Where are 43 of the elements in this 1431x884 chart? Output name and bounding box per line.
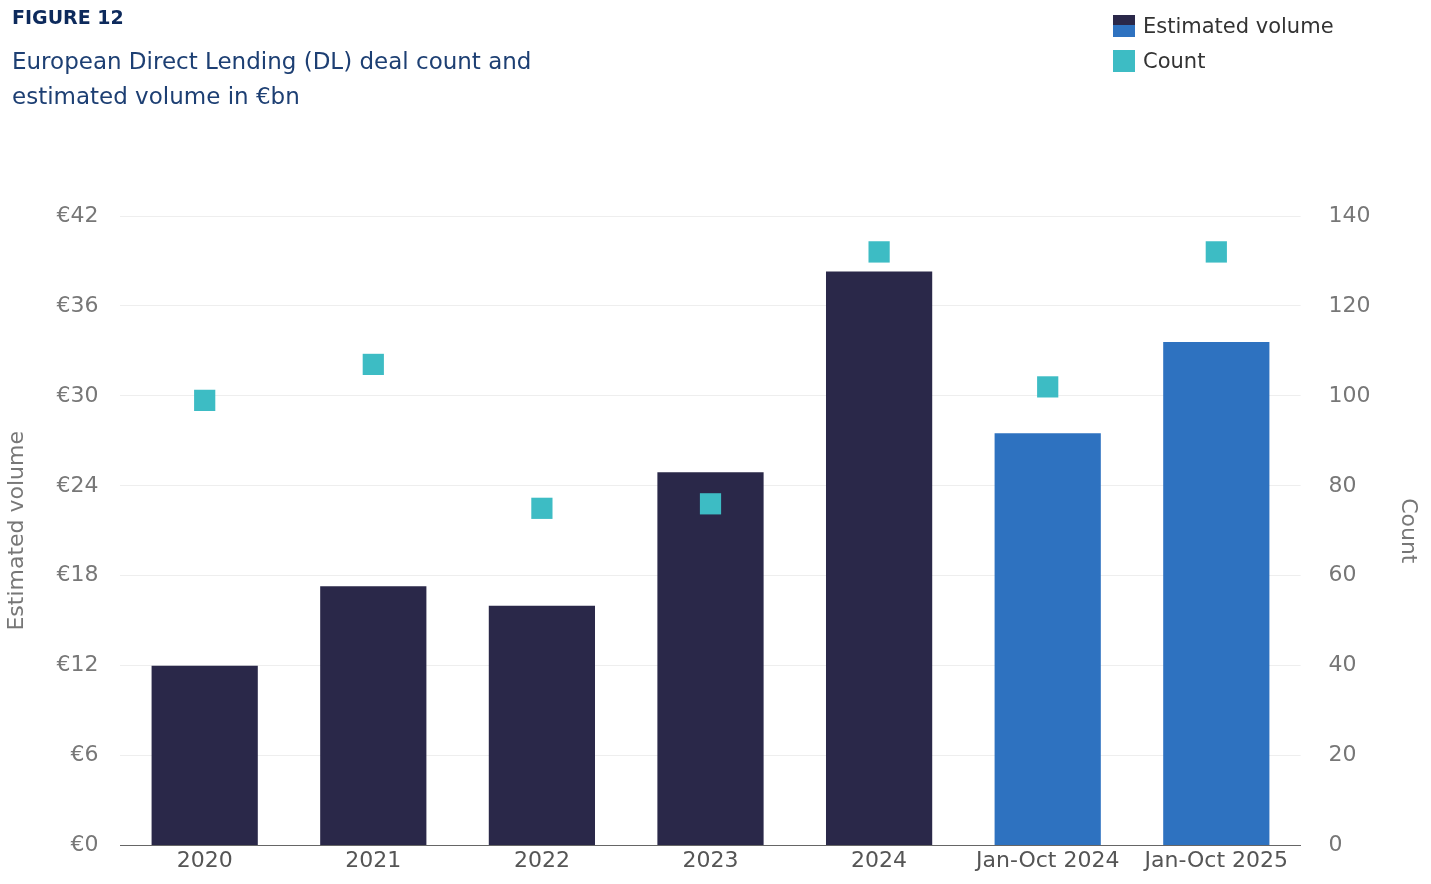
x-tick-label: 2021	[345, 846, 402, 872]
y-tick-label: €42	[56, 201, 99, 227]
x-tick-label: Jan-Oct 2025	[1142, 846, 1289, 872]
bar	[994, 433, 1101, 846]
point	[868, 241, 890, 263]
point	[1205, 241, 1227, 263]
y2-tick-label: 60	[1328, 561, 1357, 587]
bar	[657, 472, 764, 846]
chart-subtitle: European Direct Lending (DL) deal count and estimated volume in €bn	[12, 47, 533, 111]
point	[531, 497, 553, 519]
point	[194, 389, 216, 411]
x-tick-label: 2023	[682, 846, 739, 872]
y-tick-label: €24	[56, 471, 99, 497]
y2-tick-label: 100	[1328, 381, 1371, 407]
bar	[488, 605, 596, 846]
y-tick-label: €6	[70, 741, 99, 767]
bar	[320, 586, 427, 846]
y2-axis-title: Count	[1397, 498, 1423, 564]
point	[699, 493, 722, 515]
bar	[825, 271, 933, 846]
y2-tick-label: 140	[1328, 201, 1371, 227]
x-tick-label: 2022	[513, 846, 570, 872]
y-tick-label: €0	[70, 831, 99, 857]
point	[1037, 376, 1059, 398]
y2-tick-label: 120	[1328, 291, 1371, 317]
chart-title: FIGURE 12	[12, 6, 124, 28]
y-axis-title: Estimated volume	[2, 430, 28, 631]
y-tick-label: €18	[56, 561, 99, 587]
x-tick-label: 2024	[851, 846, 908, 872]
bar	[151, 665, 258, 846]
x-tick-label: Jan-Oct 2024	[973, 846, 1120, 872]
y-tick-label: €12	[56, 651, 99, 677]
point	[362, 353, 384, 376]
y2-tick-label: 20	[1328, 741, 1357, 767]
y-tick-label: €36	[56, 291, 99, 317]
y-tick-label: €30	[56, 381, 99, 407]
y2-tick-label: 40	[1328, 651, 1357, 677]
y2-tick-label: 0	[1328, 831, 1343, 857]
legend-label: Estimated volume	[1143, 13, 1334, 38]
y2-tick-label: 80	[1328, 471, 1357, 497]
bar	[1163, 341, 1270, 846]
x-tick-label: 2020	[176, 846, 233, 872]
legend-label: Count	[1143, 48, 1206, 73]
